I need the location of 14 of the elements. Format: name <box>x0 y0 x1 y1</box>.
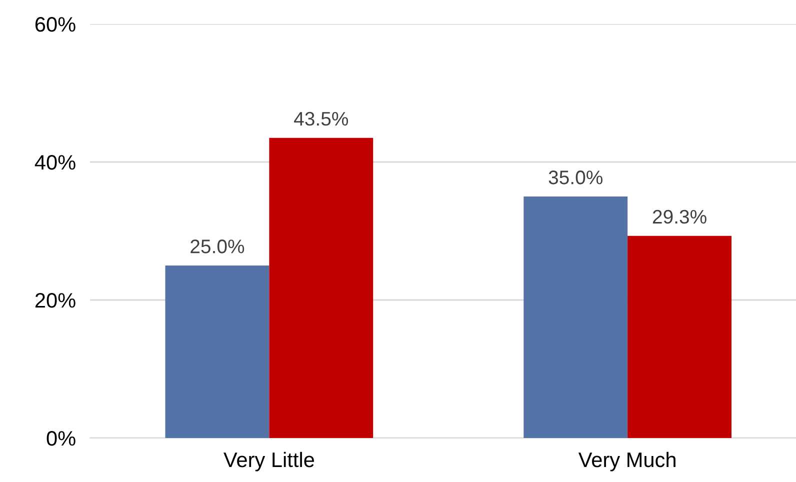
data-label: 43.5% <box>294 112 348 126</box>
bar <box>628 236 732 438</box>
bar <box>165 266 270 438</box>
bar <box>269 138 374 438</box>
y-tick-label: 40% <box>34 155 76 170</box>
y-tick-label: 60% <box>35 17 76 32</box>
y-tick-label: 20% <box>35 293 76 308</box>
data-label: 35.0% <box>548 170 602 184</box>
bar <box>524 196 628 438</box>
x-tick-label: Very Much <box>578 452 676 472</box>
data-label: 29.3% <box>652 210 706 224</box>
data-label: 25.0% <box>190 240 244 254</box>
x-tick-label: Very Little <box>224 452 314 472</box>
y-tick-label: 0% <box>46 431 76 446</box>
